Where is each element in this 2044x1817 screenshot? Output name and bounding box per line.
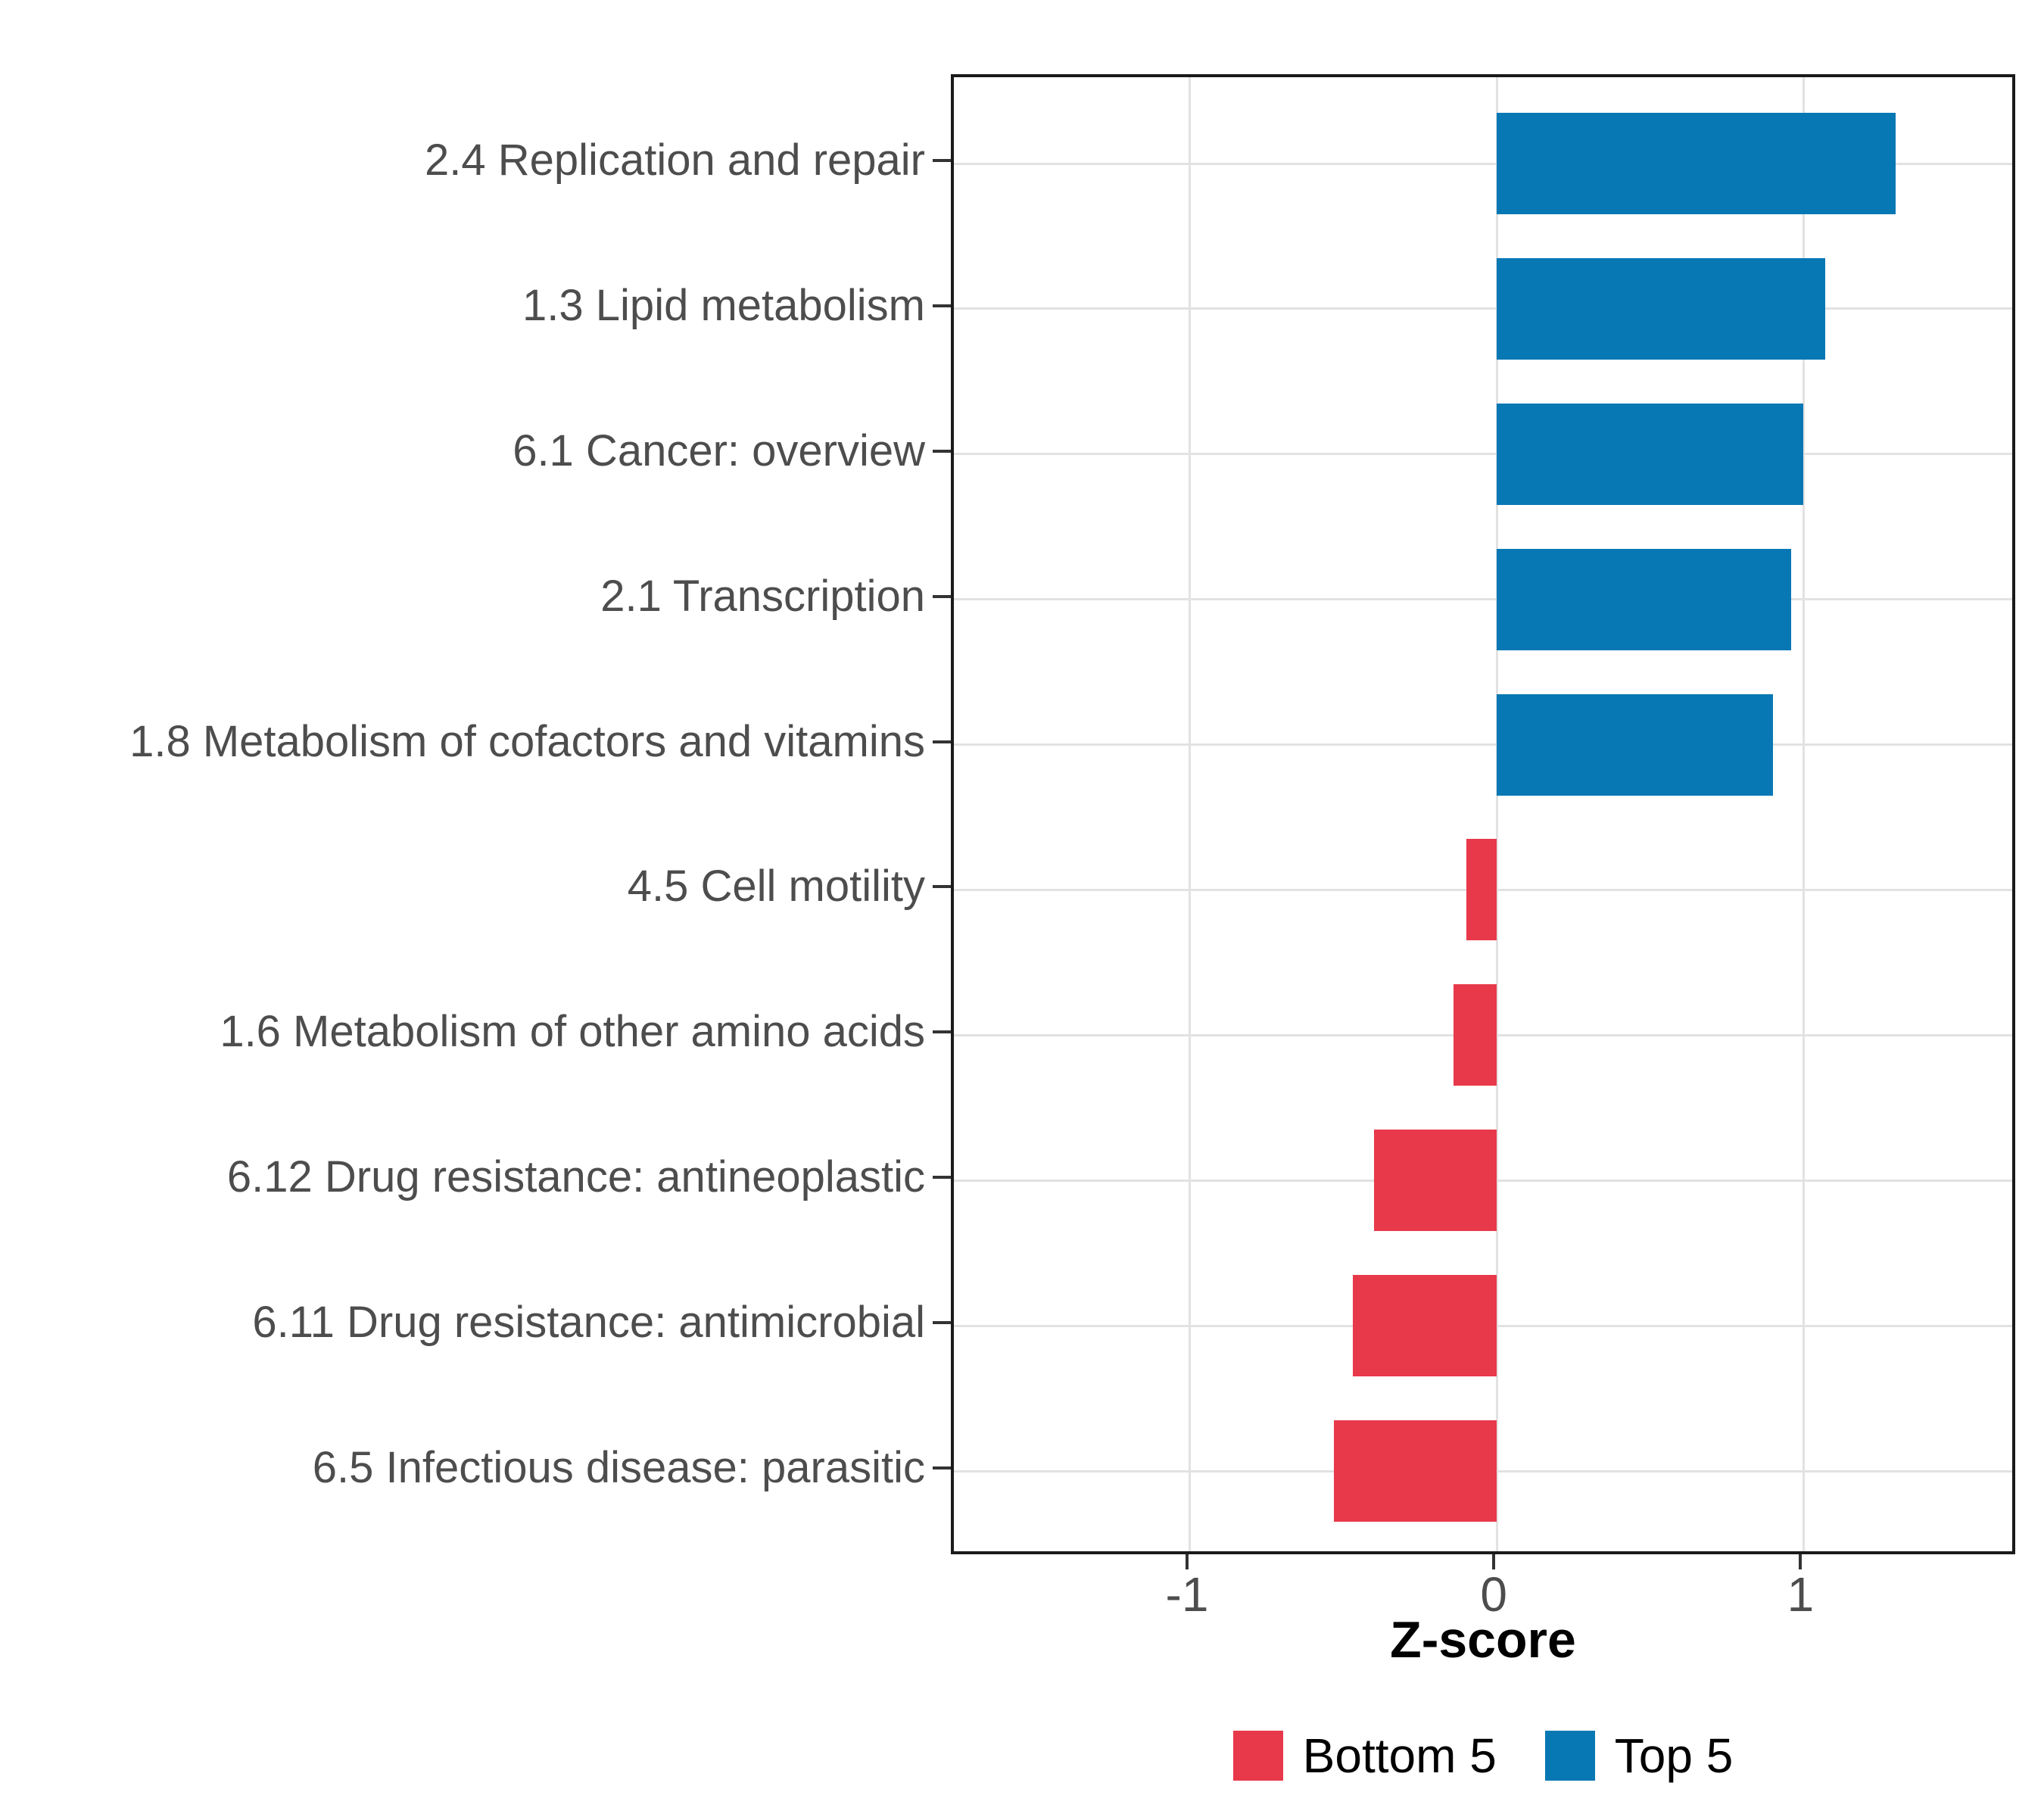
category-label: 1.8 Metabolism of cofactors and vitamins: [129, 716, 925, 766]
bar-bottom5: [1352, 1275, 1497, 1377]
y-tick-mark: [933, 1176, 951, 1180]
gridline-row: [954, 307, 2012, 310]
category-label: 6.11 Drug resistance: antimicrobial: [252, 1298, 925, 1348]
y-tick-mark: [933, 449, 951, 453]
category-label: 6.12 Drug resistance: antineoplastic: [226, 1152, 925, 1202]
bar-bottom5: [1334, 1420, 1497, 1522]
gridline-row: [954, 453, 2012, 456]
y-tick-mark: [933, 740, 951, 743]
category-label: 1.6 Metabolism of other amino acids: [220, 1007, 925, 1057]
category-label: 1.3 Lipid metabolism: [522, 280, 925, 330]
category-label: 2.1 Transcription: [600, 571, 925, 621]
bar-top5: [1497, 403, 1804, 505]
gridline-row: [954, 598, 2012, 601]
legend-label-top5: Top 5: [1614, 1728, 1734, 1783]
legend: Bottom 5 Top 5: [951, 1729, 2015, 1782]
category-label: 4.5 Cell motility: [627, 862, 925, 912]
x-tick-label: 1: [1787, 1567, 1815, 1622]
bar-top5: [1497, 548, 1792, 650]
gridline-x-1: [1802, 77, 1805, 1551]
legend-swatch-bottom5: [1232, 1731, 1283, 1781]
gridline-x--1: [1189, 77, 1192, 1551]
x-axis-title: Z-score: [1390, 1611, 1576, 1669]
bar-bottom5: [1374, 1130, 1497, 1232]
gridline-row: [954, 162, 2012, 165]
x-tick-label: 0: [1480, 1567, 1507, 1622]
y-tick-mark: [933, 1466, 951, 1469]
gridline-row: [954, 743, 2012, 746]
y-tick-mark: [933, 1030, 951, 1034]
bar-top5: [1497, 113, 1896, 214]
category-label: 6.1 Cancer: overview: [513, 425, 925, 475]
bar-bottom5: [1454, 984, 1497, 1086]
bar-top5: [1497, 257, 1825, 360]
y-tick-mark: [933, 159, 951, 162]
gridline-x-0: [1495, 77, 1498, 1551]
plot-panel: [951, 74, 2015, 1554]
x-tick-mark: [1492, 1554, 1496, 1569]
category-label: 6.5 Infectious disease: parasitic: [312, 1443, 925, 1492]
bar-bottom5: [1466, 839, 1497, 941]
y-tick-mark: [933, 885, 951, 889]
bar-top5: [1497, 693, 1773, 796]
legend-swatch-top5: [1544, 1731, 1595, 1781]
y-tick-mark: [933, 1321, 951, 1325]
category-label: 2.4 Replication and repair: [425, 136, 925, 185]
y-tick-mark: [933, 304, 951, 307]
x-tick-label: -1: [1165, 1567, 1209, 1622]
y-tick-mark: [933, 594, 951, 598]
x-tick-mark: [1185, 1554, 1189, 1569]
x-tick-mark: [1799, 1554, 1803, 1569]
legend-label-bottom5: Bottom 5: [1302, 1728, 1497, 1783]
